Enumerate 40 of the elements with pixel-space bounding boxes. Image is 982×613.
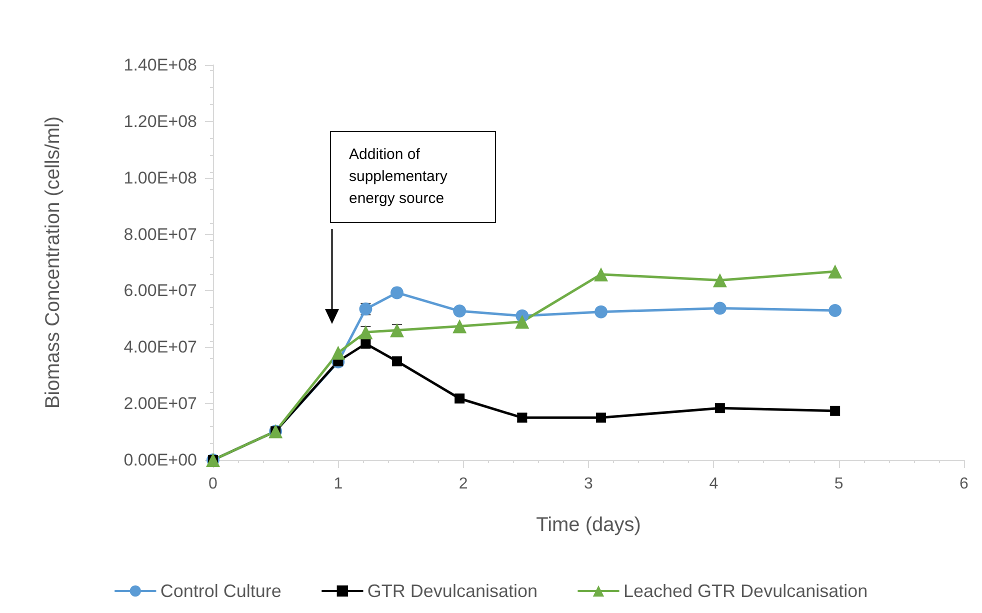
- x-tick-label: 5: [834, 476, 844, 492]
- point: [714, 403, 725, 414]
- point: [331, 346, 346, 360]
- x-tick-label: 2: [458, 476, 468, 492]
- x-tick-label: 1: [334, 476, 343, 492]
- y-tick-label: 1.20E+08: [124, 112, 197, 131]
- y-axis-title: Biomass Concentration (cells/ml): [42, 116, 64, 409]
- point: [830, 406, 840, 416]
- y-tick-label: 6.00E+07: [124, 281, 197, 300]
- point: [453, 304, 466, 318]
- point: [713, 302, 726, 315]
- y-tick-label: 2.00E+07: [124, 394, 197, 414]
- legend-label: Leached GTR Devulcanisation: [623, 581, 868, 601]
- point: [390, 286, 404, 300]
- legend-label: GTR Devulcanisation: [367, 581, 538, 601]
- x-tick-label: 4: [709, 476, 718, 492]
- x-tick-label: 6: [960, 476, 969, 492]
- x-tick-label: 3: [584, 476, 594, 492]
- point: [712, 273, 727, 288]
- x-tick-label: 0: [208, 476, 218, 492]
- point: [594, 305, 608, 318]
- y-tick-label: 8.00E+07: [124, 224, 197, 244]
- point: [454, 393, 465, 404]
- point: [452, 319, 467, 334]
- legend-label: Control Culture: [160, 581, 282, 601]
- point: [596, 412, 606, 423]
- point: [515, 314, 530, 329]
- point: [828, 264, 842, 279]
- point: [390, 323, 404, 338]
- point: [392, 356, 402, 366]
- callout-box: Addition of supplementary energy source: [330, 131, 496, 223]
- y-tick-label: 4.00E+07: [124, 338, 197, 357]
- x-axis-title: Time (days): [536, 514, 641, 536]
- point: [828, 304, 842, 317]
- point: [594, 267, 608, 282]
- y-tick-label: 1.00E+08: [124, 168, 197, 188]
- point: [358, 325, 373, 340]
- y-tick-label: 1.40E+08: [124, 56, 197, 74]
- point: [360, 338, 371, 349]
- y-tick-label: 0.00E+00: [124, 450, 197, 470]
